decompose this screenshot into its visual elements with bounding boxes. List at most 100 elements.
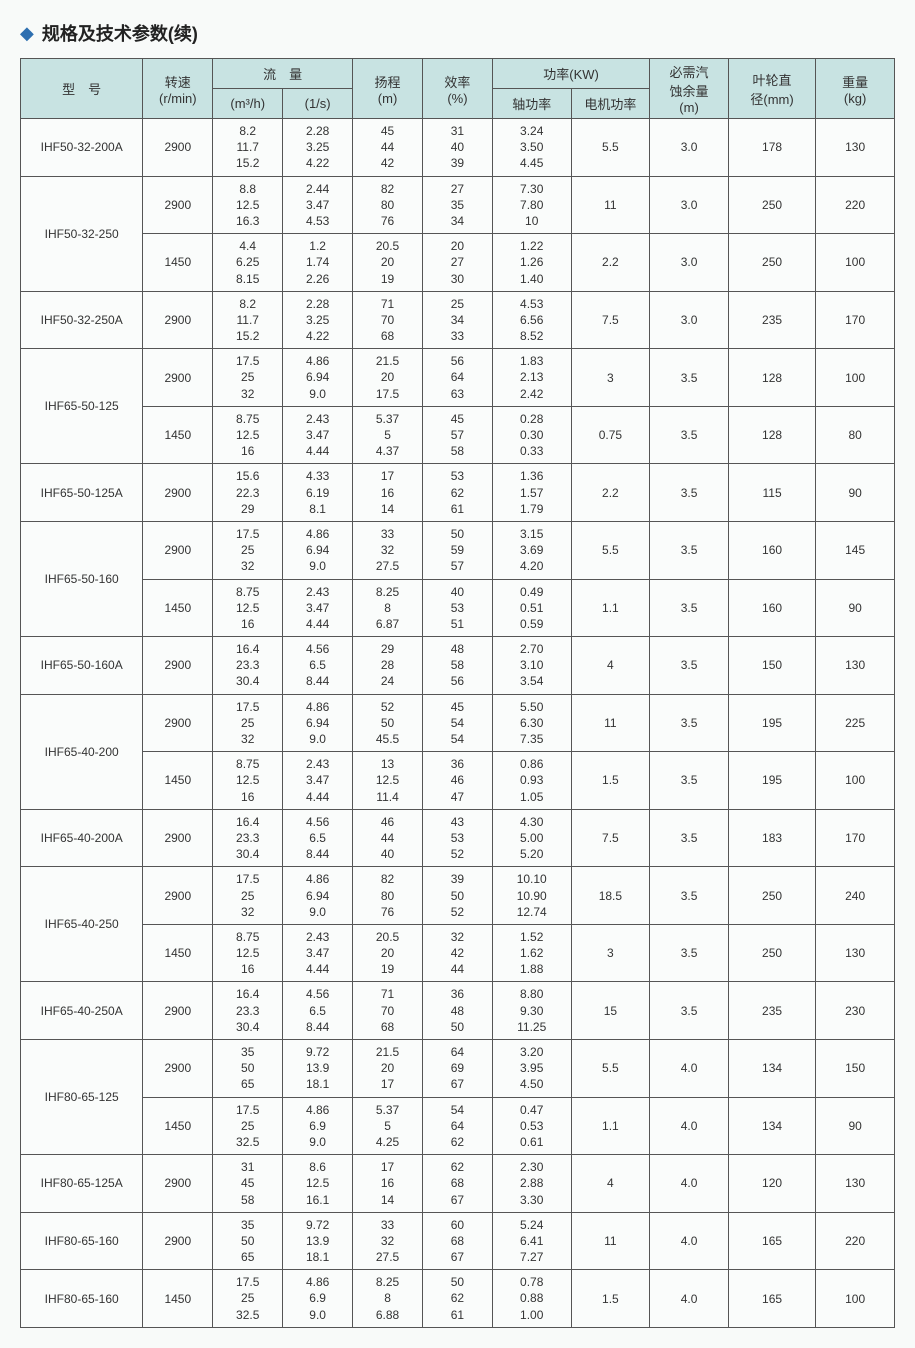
th-impeller: 叶轮直径(mm) bbox=[728, 59, 815, 119]
cell-npsh: 3.5 bbox=[650, 521, 729, 579]
cell-motor: 18.5 bbox=[571, 867, 650, 925]
cell-head: 333227.5 bbox=[353, 1212, 423, 1270]
cell-m3h: 17.52532 bbox=[213, 694, 283, 752]
cell-eff: 324244 bbox=[422, 924, 492, 982]
table-row: 14508.7512.5162.433.474.4420.52019324244… bbox=[21, 924, 895, 982]
cell-shaft: 0.860.931.05 bbox=[492, 752, 571, 810]
th-npsh: 必需汽蚀余量(m) bbox=[650, 59, 729, 119]
cell-eff: 273534 bbox=[422, 176, 492, 234]
cell-m3h: 17.52532.5 bbox=[213, 1097, 283, 1155]
cell-npsh: 3.5 bbox=[650, 349, 729, 407]
cell-rpm: 2900 bbox=[143, 1212, 213, 1270]
cell-impeller: 195 bbox=[728, 694, 815, 752]
cell-ls: 2.433.474.44 bbox=[283, 924, 353, 982]
cell-head: 171614 bbox=[353, 1155, 423, 1213]
cell-ls: 4.566.58.44 bbox=[283, 982, 353, 1040]
cell-m3h: 8.7512.516 bbox=[213, 752, 283, 810]
cell-head: 1312.511.4 bbox=[353, 752, 423, 810]
th-flow: 流 量 bbox=[213, 59, 353, 89]
cell-ls: 2.433.474.44 bbox=[283, 406, 353, 464]
cell-shaft: 0.780.881.00 bbox=[492, 1270, 571, 1328]
cell-impeller: 235 bbox=[728, 982, 815, 1040]
cell-model: IHF65-40-250 bbox=[21, 867, 143, 982]
cell-rpm: 2900 bbox=[143, 349, 213, 407]
cell-eff: 202730 bbox=[422, 234, 492, 292]
cell-eff: 405351 bbox=[422, 579, 492, 637]
table-row: IHF65-40-250290017.525324.866.949.082807… bbox=[21, 867, 895, 925]
cell-rpm: 1450 bbox=[143, 924, 213, 982]
cell-head: 20.52019 bbox=[353, 924, 423, 982]
cell-ls: 9.7213.918.1 bbox=[283, 1212, 353, 1270]
cell-impeller: 128 bbox=[728, 349, 815, 407]
table-row: 14508.7512.5162.433.474.448.2586.8740535… bbox=[21, 579, 895, 637]
cell-shaft: 3.243.504.45 bbox=[492, 119, 571, 177]
cell-impeller: 128 bbox=[728, 406, 815, 464]
cell-m3h: 355065 bbox=[213, 1040, 283, 1098]
cell-head: 20.52019 bbox=[353, 234, 423, 292]
table-row: 14508.7512.5162.433.474.441312.511.43646… bbox=[21, 752, 895, 810]
cell-eff: 364647 bbox=[422, 752, 492, 810]
table-row: IHF50-32-200A29008.211.715.22.283.254.22… bbox=[21, 119, 895, 177]
cell-rpm: 2900 bbox=[143, 982, 213, 1040]
cell-ls: 4.866.949.0 bbox=[283, 867, 353, 925]
cell-rpm: 2900 bbox=[143, 521, 213, 579]
cell-motor: 4 bbox=[571, 1155, 650, 1213]
cell-shaft: 5.246.417.27 bbox=[492, 1212, 571, 1270]
cell-eff: 606867 bbox=[422, 1212, 492, 1270]
cell-shaft: 3.153.694.20 bbox=[492, 521, 571, 579]
cell-weight: 130 bbox=[816, 119, 895, 177]
cell-rpm: 1450 bbox=[143, 1270, 213, 1328]
cell-weight: 100 bbox=[816, 752, 895, 810]
cell-rpm: 2900 bbox=[143, 119, 213, 177]
table-row: IHF65-50-125A290015.622.3294.336.198.117… bbox=[21, 464, 895, 522]
cell-motor: 7.5 bbox=[571, 291, 650, 349]
cell-ls: 2.433.474.44 bbox=[283, 752, 353, 810]
cell-model: IHF50-32-250 bbox=[21, 176, 143, 291]
cell-motor: 1.5 bbox=[571, 1270, 650, 1328]
cell-head: 21.52017 bbox=[353, 1040, 423, 1098]
th-flow-m3h: (m³/h) bbox=[213, 89, 283, 119]
cell-eff: 546462 bbox=[422, 1097, 492, 1155]
table-row: 145017.52532.54.866.99.05.3754.255464620… bbox=[21, 1097, 895, 1155]
table-row: IHF65-40-200A290016.423.330.44.566.58.44… bbox=[21, 809, 895, 867]
cell-rpm: 1450 bbox=[143, 1097, 213, 1155]
cell-npsh: 4.0 bbox=[650, 1040, 729, 1098]
cell-motor: 7.5 bbox=[571, 809, 650, 867]
cell-motor: 0.75 bbox=[571, 406, 650, 464]
cell-weight: 90 bbox=[816, 1097, 895, 1155]
cell-npsh: 3.5 bbox=[650, 924, 729, 982]
cell-m3h: 17.52532 bbox=[213, 349, 283, 407]
cell-head: 171614 bbox=[353, 464, 423, 522]
cell-impeller: 183 bbox=[728, 809, 815, 867]
cell-npsh: 4.0 bbox=[650, 1212, 729, 1270]
cell-motor: 1.1 bbox=[571, 1097, 650, 1155]
cell-npsh: 3.5 bbox=[650, 637, 729, 695]
cell-shaft: 2.703.103.54 bbox=[492, 637, 571, 695]
cell-shaft: 1.361.571.79 bbox=[492, 464, 571, 522]
title-row: ◆ 规格及技术参数(续) bbox=[20, 20, 895, 46]
cell-motor: 1.5 bbox=[571, 752, 650, 810]
cell-m3h: 17.52532.5 bbox=[213, 1270, 283, 1328]
cell-impeller: 195 bbox=[728, 752, 815, 810]
cell-m3h: 8.7512.516 bbox=[213, 579, 283, 637]
cell-rpm: 2900 bbox=[143, 637, 213, 695]
cell-m3h: 8.211.715.2 bbox=[213, 291, 283, 349]
table-row: IHF65-40-250A290016.423.330.44.566.58.44… bbox=[21, 982, 895, 1040]
cell-ls: 4.866.99.0 bbox=[283, 1097, 353, 1155]
cell-model: IHF65-50-125A bbox=[21, 464, 143, 522]
cell-weight: 230 bbox=[816, 982, 895, 1040]
th-head: 扬程(m) bbox=[353, 59, 423, 119]
cell-head: 525045.5 bbox=[353, 694, 423, 752]
cell-shaft: 1.521.621.88 bbox=[492, 924, 571, 982]
cell-shaft: 1.221.261.40 bbox=[492, 234, 571, 292]
cell-impeller: 250 bbox=[728, 867, 815, 925]
cell-impeller: 235 bbox=[728, 291, 815, 349]
cell-shaft: 3.203.954.50 bbox=[492, 1040, 571, 1098]
cell-npsh: 3.5 bbox=[650, 752, 729, 810]
cell-rpm: 2900 bbox=[143, 867, 213, 925]
cell-ls: 2.443.474.53 bbox=[283, 176, 353, 234]
cell-ls: 4.866.99.0 bbox=[283, 1270, 353, 1328]
th-shaft: 轴功率 bbox=[492, 89, 571, 119]
cell-eff: 536261 bbox=[422, 464, 492, 522]
cell-ls: 4.566.58.44 bbox=[283, 809, 353, 867]
